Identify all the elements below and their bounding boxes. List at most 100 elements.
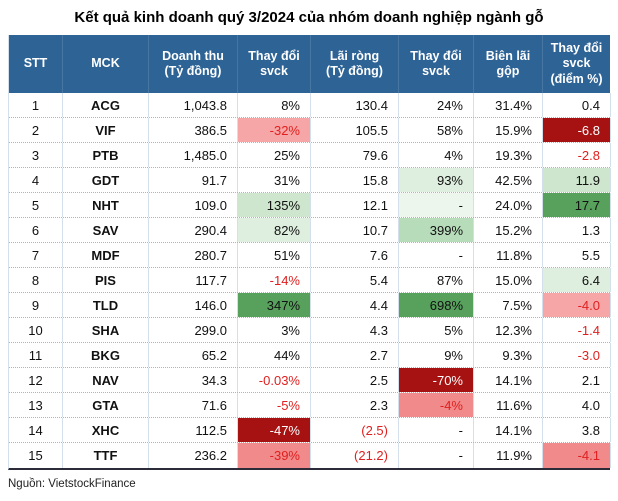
cell-net-profit-change: 5%: [399, 318, 474, 342]
cell-net-profit: 2.3: [311, 393, 399, 417]
cell-revenue: 71.6: [149, 393, 238, 417]
header-cell-revenue-change: Thay đổi svck: [238, 35, 311, 93]
cell-ticker: ACG: [63, 93, 149, 117]
cell-ticker: PTB: [63, 143, 149, 167]
cell-gross-margin: 15.9%: [474, 118, 543, 142]
cell-ticker: SAV: [63, 218, 149, 242]
cell-revenue-change: 8%: [238, 93, 311, 117]
table-row: 5 NHT 109.0 135% 12.1-24.0% 17.7: [9, 193, 611, 218]
table-row: 10 SHA 299.0 3% 4.3 5% 12.3% -1.4: [9, 318, 611, 343]
cell-gross-margin: 31.4%: [474, 93, 543, 117]
table-row: 3 PTB 1,485.0 25% 79.6 4% 19.3% -2.8: [9, 143, 611, 168]
cell-ticker: GTA: [63, 393, 149, 417]
cell-net-profit: 2.5: [311, 368, 399, 392]
cell-net-profit: 10.7: [311, 218, 399, 242]
table-body: 1 ACG 1,043.8 8% 130.4 24% 31.4% 0.4 2 VIF 386.5 -3…: [9, 93, 611, 468]
cell-net-profit-change: 9%: [399, 343, 474, 367]
cell-gross-margin: 14.1%: [474, 368, 543, 392]
cell-revenue-change: 51%: [238, 243, 311, 267]
cell-revenue: 299.0: [149, 318, 238, 342]
table-row: 14 XHC 112.5 -47% (2.5) -14.1% 3.8: [9, 418, 611, 443]
cell-stt: 15: [9, 443, 63, 468]
cell-revenue-change: 347%: [238, 293, 311, 317]
cell-gross-margin: 14.1%: [474, 418, 543, 442]
table-row: 15 TTF 236.2 -39% (21.2) -11.9% -4.1: [9, 443, 611, 468]
cell-ticker: SHA: [63, 318, 149, 342]
cell-stt: 8: [9, 268, 63, 292]
table-row: 1 ACG 1,043.8 8% 130.4 24% 31.4% 0.4: [9, 93, 611, 118]
cell-gross-margin: 42.5%: [474, 168, 543, 192]
cell-gross-margin-change: 6.4: [543, 268, 611, 292]
cell-revenue-change: -5%: [238, 393, 311, 417]
cell-revenue: 65.2: [149, 343, 238, 367]
cell-gross-margin: 11.9%: [474, 443, 543, 468]
cell-ticker: TLD: [63, 293, 149, 317]
cell-gross-margin-change: 5.5: [543, 243, 611, 267]
cell-net-profit: 2.7: [311, 343, 399, 367]
cell-gross-margin: 9.3%: [474, 343, 543, 367]
cell-ticker: NAV: [63, 368, 149, 392]
cell-net-profit: 7.6: [311, 243, 399, 267]
cell-ticker: MDF: [63, 243, 149, 267]
cell-net-profit: 15.8: [311, 168, 399, 192]
cell-net-profit-change: -70%: [399, 368, 474, 392]
cell-gross-margin-change: -2.8: [543, 143, 611, 167]
table-row: 7 MDF 280.7 51% 7.6-11.8% 5.5: [9, 243, 611, 268]
cell-revenue: 91.7: [149, 168, 238, 192]
cell-stt: 2: [9, 118, 63, 142]
cell-gross-margin-change: 4.0: [543, 393, 611, 417]
cell-stt: 13: [9, 393, 63, 417]
cell-net-profit-change: -: [399, 243, 474, 267]
cell-revenue: 112.5: [149, 418, 238, 442]
cell-revenue: 117.7: [149, 268, 238, 292]
table-row: 11 BKG 65.2 44% 2.7 9% 9.3% -3.0: [9, 343, 611, 368]
cell-net-profit-change: 698%: [399, 293, 474, 317]
cell-revenue: 1,043.8: [149, 93, 238, 117]
cell-gross-margin-change: 3.8: [543, 418, 611, 442]
cell-net-profit-change: -: [399, 418, 474, 442]
cell-stt: 11: [9, 343, 63, 367]
cell-revenue: 280.7: [149, 243, 238, 267]
cell-revenue-change: -0.03%: [238, 368, 311, 392]
header-cell-revenue: Doanh thu (Tỷ đồng): [149, 35, 238, 93]
cell-net-profit: 4.4: [311, 293, 399, 317]
cell-gross-margin: 11.6%: [474, 393, 543, 417]
cell-ticker: NHT: [63, 193, 149, 217]
cell-revenue: 290.4: [149, 218, 238, 242]
cell-net-profit-change: 24%: [399, 93, 474, 117]
cell-revenue: 146.0: [149, 293, 238, 317]
cell-gross-margin-change: -4.0: [543, 293, 611, 317]
cell-ticker: VIF: [63, 118, 149, 142]
cell-net-profit: 130.4: [311, 93, 399, 117]
cell-revenue: 34.3: [149, 368, 238, 392]
cell-gross-margin: 15.2%: [474, 218, 543, 242]
cell-stt: 10: [9, 318, 63, 342]
source-note: Nguồn: VietstockFinance: [8, 478, 136, 490]
header-cell-gross-margin: Biên lãi gộp: [474, 35, 543, 93]
cell-net-profit-change: 87%: [399, 268, 474, 292]
header-cell-ticker: MCK: [63, 35, 149, 93]
cell-gross-margin: 15.0%: [474, 268, 543, 292]
cell-net-profit: 12.1: [311, 193, 399, 217]
cell-ticker: BKG: [63, 343, 149, 367]
table-row: 6 SAV 290.4 82% 10.7 399% 15.2% 1.3: [9, 218, 611, 243]
results-table: STT MCK Doanh thu (Tỷ đồng) Thay đổi svc…: [8, 35, 611, 470]
cell-net-profit: 105.5: [311, 118, 399, 142]
cell-revenue-change: -32%: [238, 118, 311, 142]
cell-revenue-change: 25%: [238, 143, 311, 167]
cell-gross-margin: 11.8%: [474, 243, 543, 267]
cell-ticker: XHC: [63, 418, 149, 442]
cell-gross-margin-change: -4.1: [543, 443, 611, 468]
cell-gross-margin-change: 11.9: [543, 168, 611, 192]
table-row: 9 TLD 146.0 347% 4.4 698% 7.5% -4.0: [9, 293, 611, 318]
cell-revenue: 1,485.0: [149, 143, 238, 167]
cell-gross-margin: 19.3%: [474, 143, 543, 167]
cell-revenue-change: -47%: [238, 418, 311, 442]
cell-revenue: 236.2: [149, 443, 238, 468]
header-cell-net-profit: Lãi ròng (Tỷ đồng): [311, 35, 399, 93]
cell-gross-margin: 7.5%: [474, 293, 543, 317]
cell-gross-margin-change: 2.1: [543, 368, 611, 392]
cell-stt: 12: [9, 368, 63, 392]
cell-stt: 9: [9, 293, 63, 317]
cell-revenue-change: 31%: [238, 168, 311, 192]
